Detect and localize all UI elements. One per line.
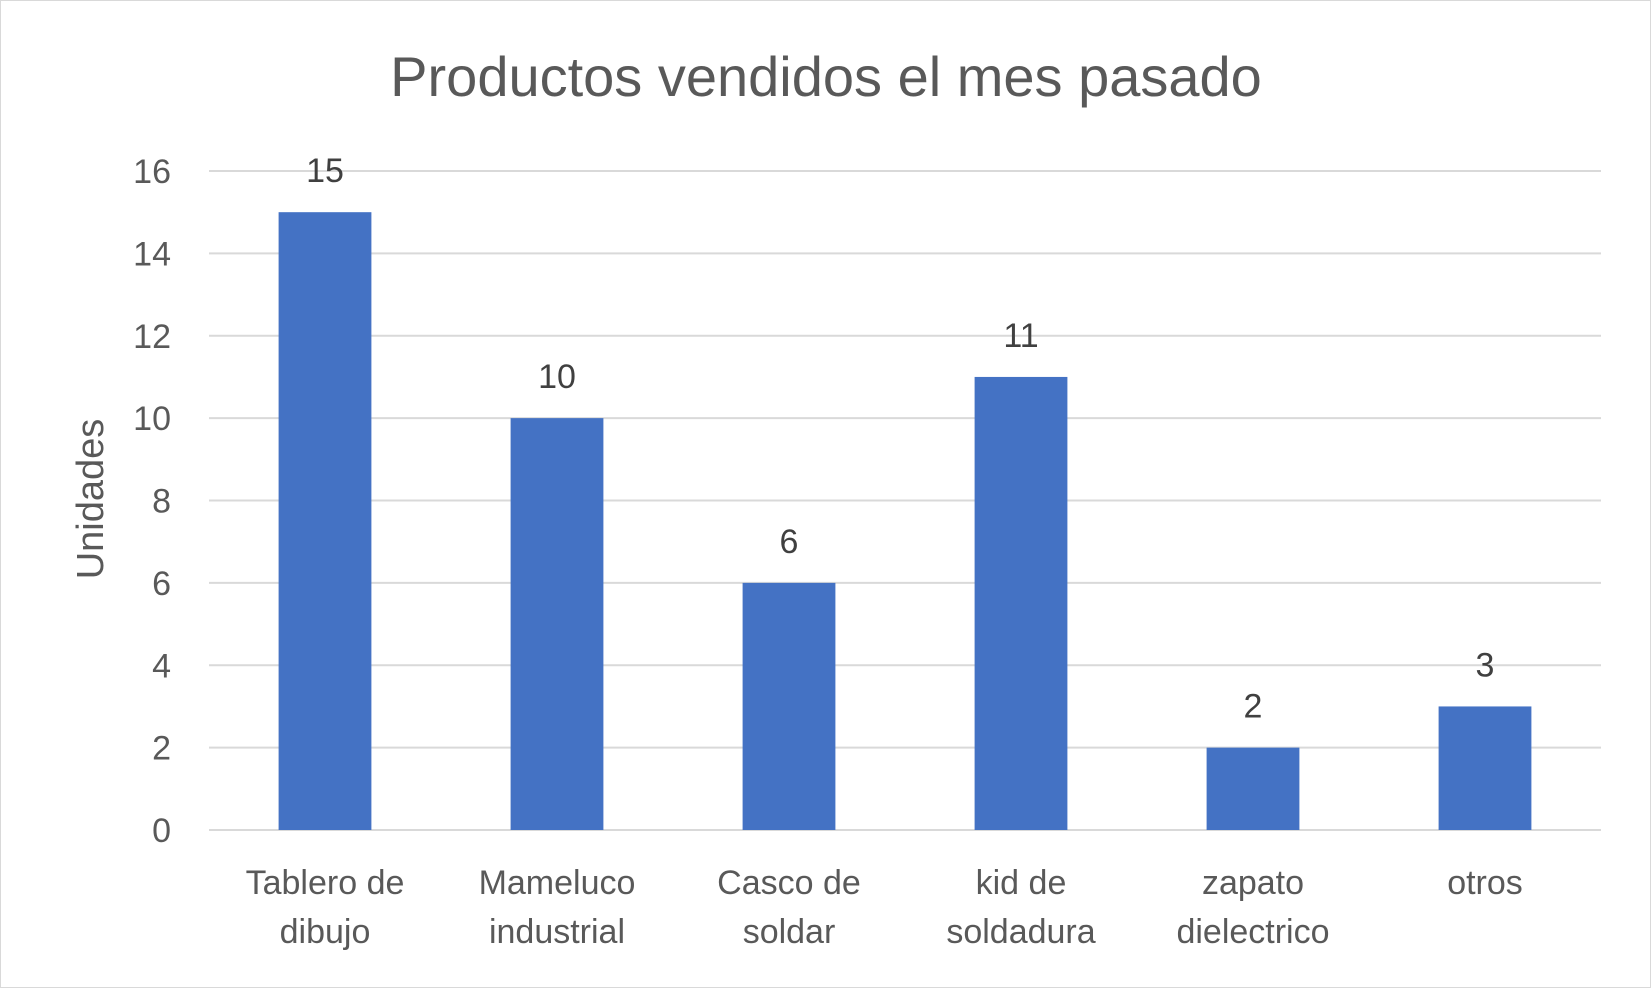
y-tick-label: 2 [152, 730, 171, 768]
chart-title: Productos vendidos el mes pasado [390, 45, 1262, 108]
y-tick-label: 16 [133, 153, 171, 191]
x-category-label: kid de soldadura [946, 864, 1095, 951]
data-label: 2 [1244, 688, 1263, 726]
x-category-label: otros [1447, 864, 1523, 902]
data-label: 10 [538, 358, 576, 396]
bar [510, 418, 604, 830]
y-axis-ticks: 0 2 4 6 8 10 12 14 16 [133, 153, 171, 850]
y-axis-label: Unidades [70, 419, 112, 580]
gridlines [209, 170, 1601, 831]
y-tick-label: 0 [152, 812, 171, 850]
data-labels: 15 10 6 11 2 3 [306, 152, 1494, 725]
data-label: 15 [306, 152, 344, 190]
bar [742, 582, 836, 830]
data-label: 6 [780, 523, 799, 561]
x-category-label: Mameluco industrial [479, 864, 636, 951]
x-category-label: Tablero de dibujo [246, 864, 405, 951]
y-tick-label: 10 [133, 400, 171, 438]
data-label: 11 [1003, 317, 1038, 355]
x-category-label: Casco de soldar [717, 864, 861, 951]
bar [1206, 747, 1300, 830]
x-category-label: zapato dielectrico [1176, 864, 1329, 951]
bar [974, 376, 1068, 830]
y-tick-label: 6 [152, 565, 171, 603]
data-label: 3 [1476, 646, 1495, 684]
x-axis-categories: Tablero de dibujo Mameluco industrial Casco … [246, 864, 1523, 951]
bars [278, 212, 1532, 830]
y-tick-label: 12 [133, 318, 171, 356]
y-tick-label: 4 [152, 647, 171, 685]
y-tick-label: 14 [133, 235, 171, 273]
bar [1438, 706, 1532, 830]
bar [278, 212, 372, 830]
y-tick-label: 8 [152, 483, 171, 521]
